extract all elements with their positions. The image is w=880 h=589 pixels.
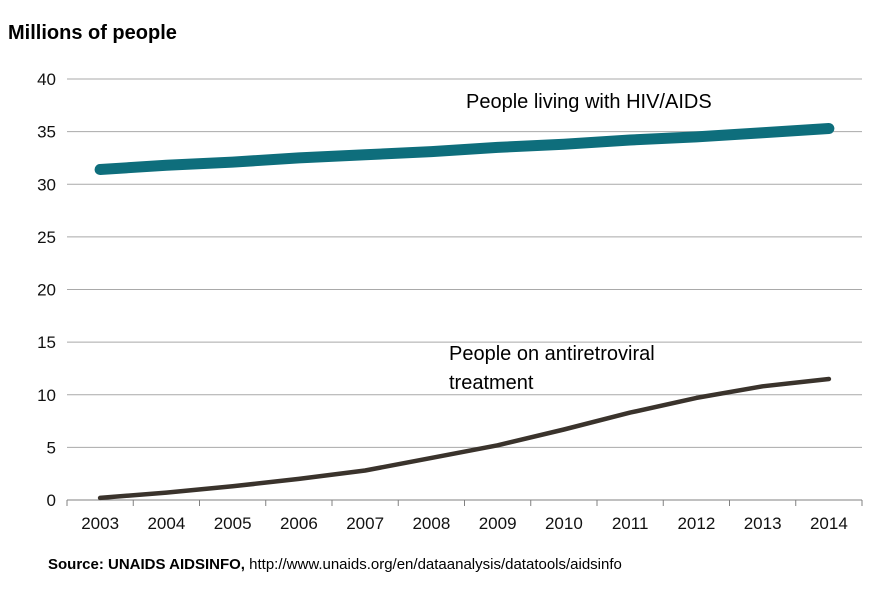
source-label: Source: UNAIDS AIDSINFO, [48, 556, 245, 573]
source-note: Source: UNAIDS AIDSINFO, http://www.unai… [48, 556, 622, 573]
series-label-hiv: People living with HIV/AIDS [466, 91, 712, 113]
series-line-hiv [94, 123, 835, 175]
x-tick-label: 2014 [810, 514, 848, 533]
y-tick-label: 5 [47, 438, 56, 457]
y-tick-label: 35 [37, 123, 56, 142]
series-label-art-line1: People on antiretroviral [449, 343, 655, 365]
series-label-art-line2: treatment [449, 372, 534, 394]
y-tick-label: 20 [37, 281, 56, 300]
y-tick-label: 10 [37, 386, 56, 405]
series-label-art: People on antiretroviral treatment [449, 340, 655, 398]
x-tick-label: 2009 [479, 514, 517, 533]
source-url: http://www.unaids.org/en/dataanalysis/da… [249, 556, 622, 573]
x-tick-label: 2005 [214, 514, 252, 533]
x-tick-label: 2012 [677, 514, 715, 533]
x-tick-label: 2004 [147, 514, 185, 533]
x-tick-label: 2013 [744, 514, 782, 533]
x-tick-label: 2006 [280, 514, 318, 533]
x-tick-label: 2010 [545, 514, 583, 533]
x-tick-label: 2008 [412, 514, 450, 533]
x-tick-label: 2007 [346, 514, 384, 533]
y-tick-label: 40 [37, 70, 56, 89]
y-tick-label: 0 [47, 491, 56, 510]
series-line-art [97, 376, 832, 501]
y-tick-label: 25 [37, 228, 56, 247]
chart-title: Millions of people [8, 22, 177, 44]
y-tick-label: 30 [37, 175, 56, 194]
y-tick-label: 15 [37, 333, 56, 352]
x-tick-label: 2003 [81, 514, 119, 533]
x-tick-label: 2011 [612, 514, 649, 533]
